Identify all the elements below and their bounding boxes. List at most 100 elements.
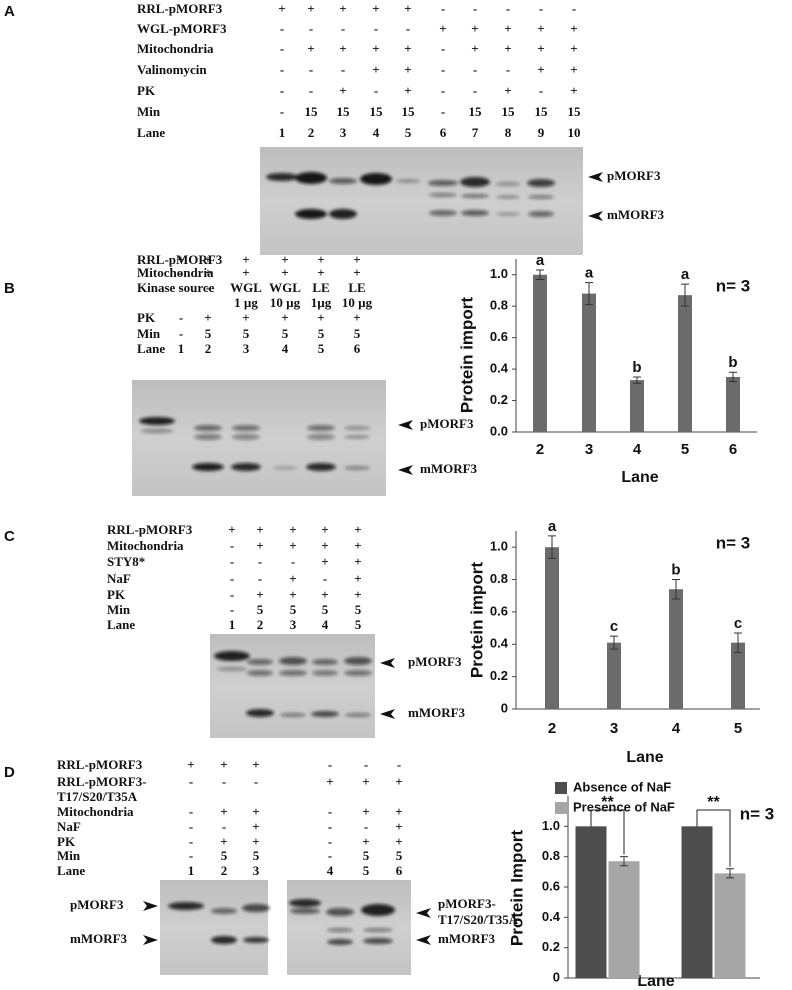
- gel-band: [246, 709, 274, 717]
- gel-band: [345, 713, 371, 717]
- group-letter: a: [548, 518, 557, 535]
- condition-cell: 5: [205, 326, 212, 341]
- condition-cell: -: [374, 83, 378, 98]
- condition-cell: 2: [257, 617, 264, 632]
- condition-cell: 10 µg: [342, 295, 373, 310]
- y-tick-label: 0.6: [542, 878, 560, 893]
- condition-cell: 5: [355, 617, 362, 632]
- bar: [726, 376, 740, 432]
- condition-cell: +: [256, 587, 263, 602]
- panel-letter: B: [4, 280, 15, 297]
- row-label: PK: [137, 310, 156, 325]
- condition-cell: -: [323, 571, 327, 586]
- condition-cell: +: [317, 252, 324, 267]
- y-tick-label: 1.0: [490, 539, 508, 554]
- y-tick-label: 0.8: [542, 848, 560, 863]
- bar: [630, 380, 644, 432]
- condition-cell: WGL: [230, 280, 262, 295]
- condition-cell: +: [220, 804, 227, 819]
- row-label: NaF: [57, 819, 81, 834]
- band-label: pMORF3: [420, 416, 474, 431]
- condition-cell: -: [309, 83, 313, 98]
- error-bar: [536, 269, 544, 280]
- condition-cell: 3: [340, 125, 347, 140]
- arrowhead: [588, 172, 603, 182]
- gel-bands: [168, 899, 395, 945]
- condition-cell: 10: [568, 125, 581, 140]
- condition-cell: +: [281, 310, 288, 325]
- y-tick-label: 0.6: [490, 329, 508, 344]
- gel-band: [273, 466, 297, 470]
- condition-cell: -: [397, 757, 401, 772]
- condition-cell: 5: [253, 848, 260, 863]
- condition-cell: +: [317, 310, 324, 325]
- condition-cell: +: [404, 41, 411, 56]
- gel-band: [344, 435, 370, 439]
- y-tick-label: 0: [553, 969, 560, 984]
- condition-cell: 5: [405, 125, 412, 140]
- arrowhead: [588, 211, 603, 221]
- bar: [681, 826, 713, 978]
- group-letter: a: [536, 252, 545, 269]
- condition-cell: 15: [337, 104, 351, 119]
- legend-label: Absence of NaF: [573, 779, 671, 794]
- condition-cell: -: [328, 804, 332, 819]
- condition-cell: +: [289, 587, 296, 602]
- condition-cell: +: [537, 21, 544, 36]
- gel-band: [312, 670, 338, 676]
- gel-band: [311, 711, 339, 717]
- condition-cell: -: [189, 819, 193, 834]
- condition-cell: 1: [279, 125, 286, 140]
- gel-band: [429, 193, 457, 197]
- band-label: pMORF3-: [438, 896, 496, 911]
- condition-cell: +: [354, 538, 361, 553]
- condition-cell: +: [362, 834, 369, 849]
- condition-cell: +: [242, 265, 249, 280]
- group-letter: b: [728, 354, 737, 371]
- condition-cell: 10 µg: [270, 295, 301, 310]
- band-label: mMORF3: [70, 931, 128, 946]
- condition-cell: +: [353, 252, 360, 267]
- row-label: Mitochondria: [137, 265, 214, 280]
- x-tick-label: 5: [734, 720, 742, 737]
- row-label: NaF: [107, 571, 131, 586]
- condition-cell: 7: [472, 125, 479, 140]
- condition-cell: 6: [354, 341, 361, 356]
- condition-cell: -: [280, 104, 284, 119]
- x-tick-label: 3: [610, 720, 618, 737]
- condition-cell: -: [179, 280, 183, 295]
- condition-cell: +: [307, 1, 314, 16]
- condition-cell: +: [570, 41, 577, 56]
- condition-cell: -: [280, 83, 284, 98]
- y-axis-label: Protein import: [467, 562, 486, 679]
- condition-cell: -: [328, 757, 332, 772]
- gel-band: [280, 713, 306, 717]
- condition-cell: 5: [355, 602, 362, 617]
- error-bar: [681, 283, 689, 307]
- arrowhead: [398, 465, 413, 475]
- group-letter: c: [610, 618, 618, 635]
- band-label: pMORF3: [607, 168, 661, 183]
- condition-cell: 5: [318, 341, 325, 356]
- condition-cell: +: [289, 571, 296, 586]
- x-tick-label: 2: [536, 441, 544, 458]
- condition-cell: +: [339, 83, 346, 98]
- condition-cell: +: [220, 757, 227, 772]
- condition-cell: +: [395, 834, 402, 849]
- condition-cell: +: [256, 522, 263, 537]
- condition-cell: +: [281, 265, 288, 280]
- gel-band: [363, 928, 393, 932]
- gel-band: [344, 657, 372, 665]
- condition-cell: -: [280, 62, 284, 77]
- gel-band: [139, 417, 175, 425]
- gel-band: [344, 466, 370, 470]
- condition-cell: 2: [308, 125, 315, 140]
- condition-cell: 1: [229, 617, 236, 632]
- bar: [669, 589, 683, 709]
- y-tick-label: 0.8: [490, 571, 508, 586]
- condition-cell: 5: [282, 326, 289, 341]
- legend-label: Presence of NaF: [573, 799, 675, 814]
- error-bar: [610, 635, 618, 650]
- gel-band: [460, 177, 490, 187]
- condition-cell: -: [506, 62, 510, 77]
